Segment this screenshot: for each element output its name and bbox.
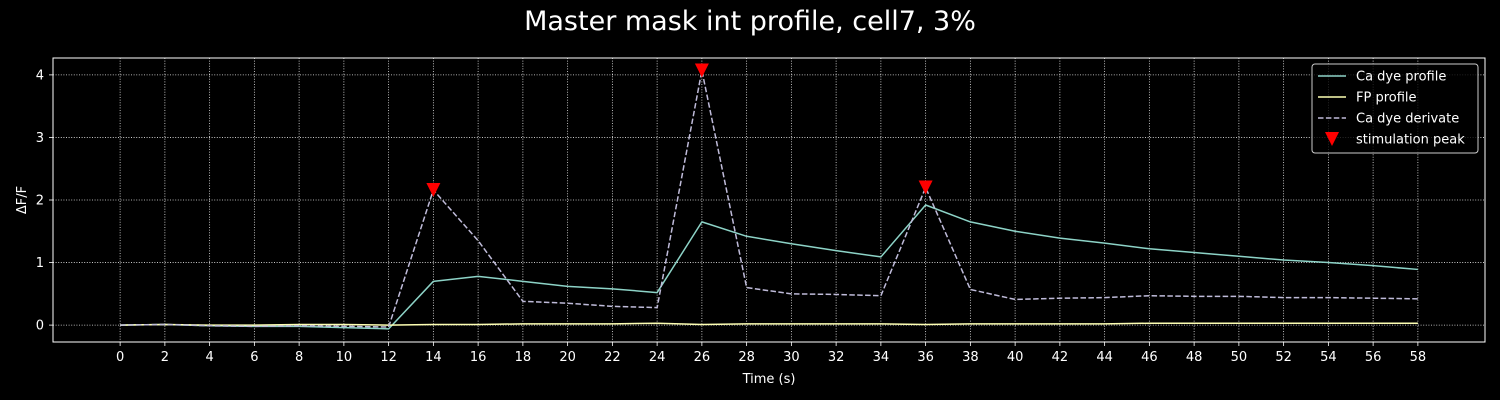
y-tick-label: 1 <box>36 256 44 271</box>
y-tick-label: 3 <box>36 131 44 146</box>
stimulation-peak-marker <box>426 182 441 197</box>
x-tick-label: 16 <box>470 350 487 365</box>
x-tick-label: 18 <box>515 350 532 365</box>
x-tick-label: 0 <box>116 350 124 365</box>
x-tick-label: 10 <box>336 350 353 365</box>
x-tick-label: 56 <box>1365 350 1382 365</box>
legend-label-stimulation-peak: stimulation peak <box>1356 133 1465 148</box>
x-tick-label: 54 <box>1320 350 1337 365</box>
legend-label-ca-dye-derivate: Ca dye derivate <box>1356 112 1459 127</box>
chart-title: Master mask int profile, cell7, 3% <box>524 6 976 37</box>
x-tick-label: 48 <box>1186 350 1203 365</box>
x-tick-label: 36 <box>917 350 934 365</box>
x-tick-label: 22 <box>604 350 621 365</box>
stimulation-peak-marker <box>694 63 709 78</box>
series-line-ca-dye-derivate <box>120 69 1418 328</box>
legend-swatch-stimulation-peak <box>1325 132 1339 146</box>
legend: Ca dye profile FP profile Ca dye derivat… <box>1311 63 1479 154</box>
y-tick-label: 0 <box>36 319 44 334</box>
x-tick-label: 24 <box>649 350 666 365</box>
stimulation-peak-markers <box>426 63 933 197</box>
x-tick-label: 52 <box>1275 350 1292 365</box>
x-tick-label: 40 <box>1007 350 1024 365</box>
series-layer <box>120 69 1418 330</box>
y-tick-label: 2 <box>36 194 44 209</box>
y-tick-label: 4 <box>36 68 44 83</box>
x-tick-label: 46 <box>1141 350 1158 365</box>
x-tick-label: 6 <box>250 350 258 365</box>
x-tick-label: 42 <box>1052 350 1069 365</box>
y-axis: 0 1 2 3 4 <box>36 68 53 334</box>
x-tick-label: 14 <box>425 350 442 365</box>
y-axis-label: ΔF/F <box>15 186 30 214</box>
x-tick-label: 44 <box>1096 350 1113 365</box>
x-axis: 0 2 4 6 8 10 12 14 16 18 20 22 24 26 28 30 32 34 36 38 40 42 4… <box>116 342 1426 365</box>
series-line-fp-profile <box>120 322 1418 326</box>
x-tick-label: 12 <box>380 350 397 365</box>
x-tick-label: 8 <box>295 350 303 365</box>
x-tick-label: 20 <box>559 350 576 365</box>
legend-box <box>1311 63 1479 154</box>
x-tick-label: 32 <box>828 350 845 365</box>
x-tick-label: 30 <box>783 350 800 365</box>
legend-label-ca-dye-profile: Ca dye profile <box>1356 70 1446 85</box>
x-tick-label: 28 <box>738 350 755 365</box>
stimulation-peak-marker <box>918 180 933 195</box>
x-axis-label: Time (s) <box>742 372 796 387</box>
x-tick-label: 2 <box>161 350 169 365</box>
series-line-ca-dye-profile <box>120 204 1418 330</box>
x-tick-label: 4 <box>205 350 213 365</box>
x-tick-label: 34 <box>873 350 890 365</box>
x-tick-label: 26 <box>694 350 711 365</box>
x-tick-label: 58 <box>1410 350 1427 365</box>
legend-label-fp-profile: FP profile <box>1356 91 1417 106</box>
x-tick-label: 50 <box>1231 350 1248 365</box>
grid <box>53 58 1485 342</box>
x-tick-label: 38 <box>962 350 979 365</box>
